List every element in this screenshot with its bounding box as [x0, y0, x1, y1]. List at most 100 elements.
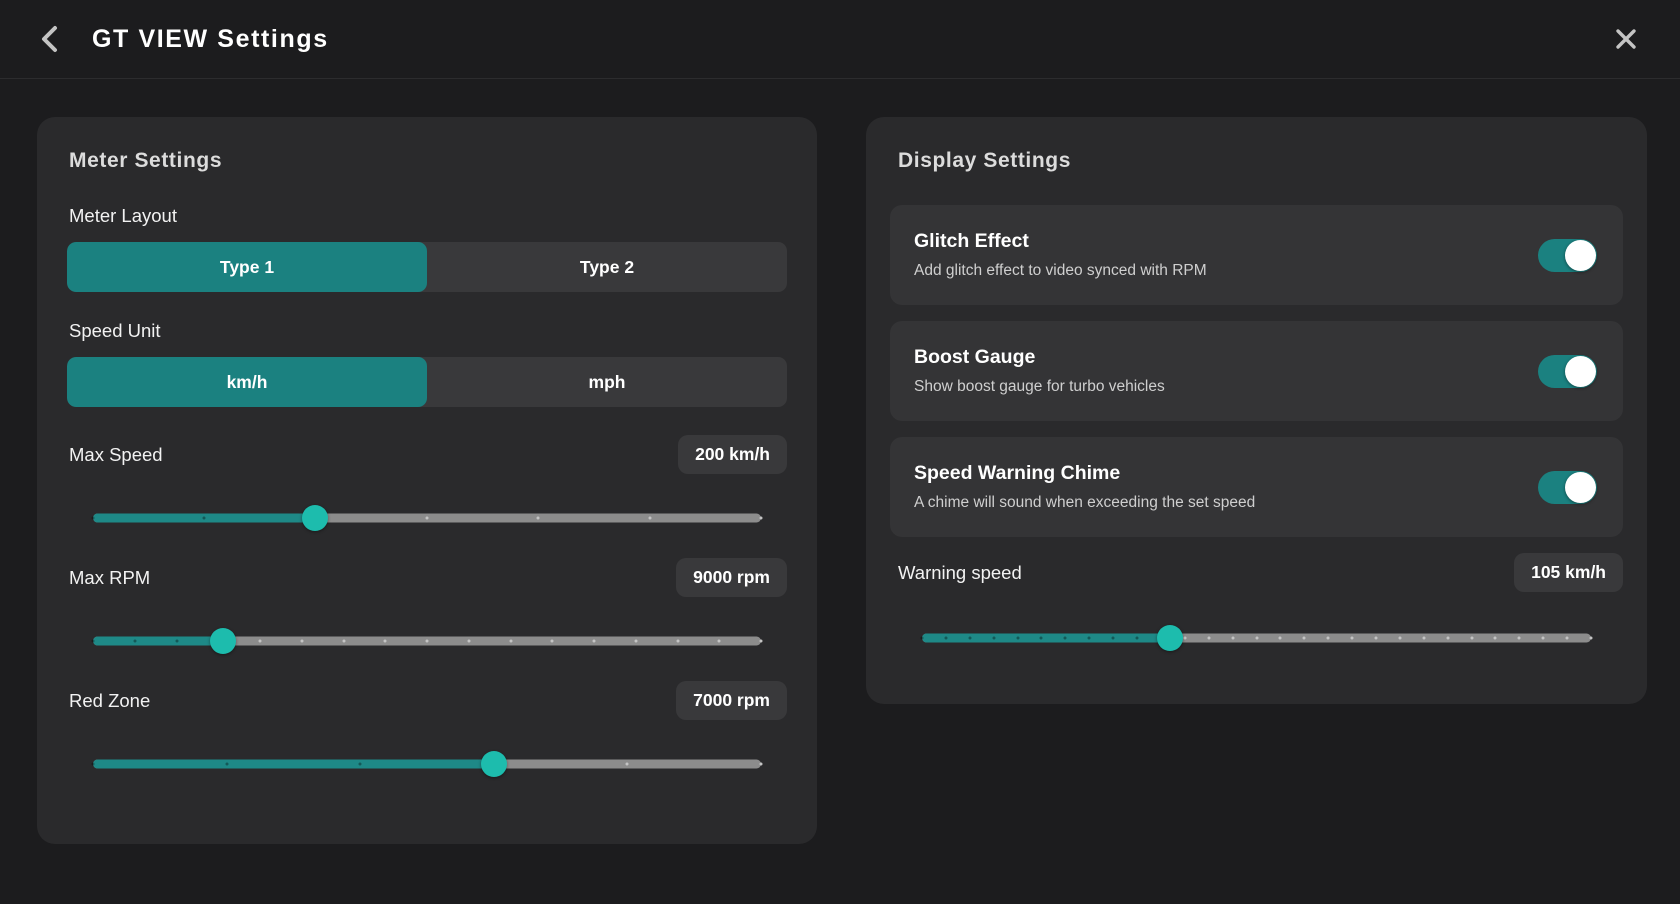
slider-thumb[interactable]: [480, 751, 507, 777]
slider-tick: [1231, 636, 1235, 640]
slider-tick: [1398, 636, 1402, 640]
slider-tick: [676, 639, 679, 643]
toggle-knob: [1565, 239, 1596, 271]
max-speed-label: Max Speed: [69, 443, 163, 465]
slider-tick: [992, 636, 996, 640]
red-zone-row: Red Zone 7000 rpm: [69, 681, 787, 720]
slider-tick: [944, 636, 948, 640]
slider-tick: [1111, 636, 1115, 640]
slider-tick: [1039, 636, 1043, 640]
speed-unit-option-kmh[interactable]: km/h: [67, 357, 427, 407]
meter-layout-option-type1[interactable]: Type 1: [67, 242, 427, 292]
slider-tick: [1350, 636, 1354, 640]
slider-tick: [225, 762, 229, 766]
slider-fill: [93, 636, 224, 646]
slider-fill: [93, 513, 316, 523]
slider-tick: [536, 516, 540, 520]
slider-tick: [91, 762, 95, 766]
slider-tick: [1493, 636, 1497, 640]
slider-tick: [1517, 636, 1521, 640]
slider-tick: [759, 516, 763, 520]
speed-warning-chime-description: A chime will sound when exceeding the se…: [914, 494, 1256, 511]
slider-tick: [1063, 636, 1067, 640]
display-settings-panel: Display Settings Glitch Effect Add glitc…: [866, 117, 1647, 704]
slider-tick: [358, 762, 362, 766]
slider-tick: [717, 639, 721, 643]
slider-thumb[interactable]: [1156, 625, 1183, 651]
speed-warning-chime-toggle[interactable]: [1538, 470, 1597, 504]
slider-tick: [1589, 636, 1593, 640]
slider-tick: [1207, 636, 1211, 640]
slider-tick: [759, 639, 763, 643]
slider-thumb[interactable]: [210, 628, 237, 654]
speed-warning-chime-title: Speed Warning Chime: [914, 462, 1121, 484]
slider-tick: [759, 762, 763, 766]
slider-tick: [968, 636, 972, 640]
speed-unit-option-mph[interactable]: mph: [427, 357, 787, 407]
slider-tick: [1446, 636, 1450, 640]
slider-tick: [1302, 636, 1306, 640]
max-rpm-label: Max RPM: [69, 566, 151, 588]
slider-tick: [509, 639, 512, 643]
slider-tick: [1016, 636, 1020, 640]
slider-tick: [634, 639, 638, 643]
max-rpm-slider[interactable]: [91, 627, 763, 655]
chevron-left-icon: [37, 24, 63, 54]
close-button[interactable]: [1606, 19, 1646, 59]
glitch-effect-title: Glitch Effect: [914, 230, 1029, 252]
red-zone-slider[interactable]: [91, 750, 763, 778]
toggle-knob: [1565, 355, 1596, 387]
max-speed-value-badge: 200 km/h: [678, 435, 787, 474]
slider-tick: [592, 639, 596, 643]
meter-settings-panel: Meter Settings Meter Layout Type 1 Type …: [37, 117, 817, 844]
slider-tick: [300, 639, 304, 643]
boost-gauge-toggle[interactable]: [1538, 354, 1597, 388]
glitch-effect-toggle[interactable]: [1538, 238, 1597, 272]
title-bar: GT VIEW Settings: [0, 0, 1680, 79]
slider-tick: [648, 516, 652, 520]
red-zone-label: Red Zone: [69, 689, 151, 711]
warning-speed-label: Warning speed: [898, 561, 1022, 583]
max-speed-row: Max Speed 200 km/h: [69, 435, 787, 474]
slider-tick: [1470, 636, 1474, 640]
boost-gauge-card: Boost Gauge Show boost gauge for turbo v…: [890, 321, 1623, 421]
speed-unit-label: Speed Unit: [69, 320, 161, 341]
boost-gauge-description: Show boost gauge for turbo vehicles: [914, 378, 1165, 395]
slider-fill: [922, 633, 1170, 643]
boost-gauge-title: Boost Gauge: [914, 346, 1036, 368]
slider-tick: [550, 639, 554, 643]
slider-tick: [1087, 636, 1091, 640]
max-speed-slider[interactable]: [91, 504, 763, 532]
meter-layout-label: Meter Layout: [69, 205, 177, 226]
meter-settings-title: Meter Settings: [69, 149, 223, 172]
slider-tick: [1565, 636, 1569, 640]
meter-layout-option-type2[interactable]: Type 2: [427, 242, 787, 292]
slider-tick: [383, 639, 387, 643]
speed-unit-segmented-control: km/h mph: [67, 357, 787, 407]
display-settings-title: Display Settings: [898, 149, 1071, 172]
meter-layout-segmented-control: Type 1 Type 2: [67, 242, 787, 292]
red-zone-value-badge: 7000 rpm: [676, 681, 787, 720]
warning-speed-slider[interactable]: [920, 624, 1593, 652]
slider-tick: [1374, 636, 1378, 640]
slider-tick: [1326, 636, 1330, 640]
slider-tick: [1183, 636, 1187, 640]
slider-tick: [467, 639, 471, 643]
slider-tick: [625, 762, 629, 766]
slider-tick: [1255, 636, 1258, 640]
slider-tick: [342, 639, 345, 643]
settings-content: Meter Settings Meter Layout Type 1 Type …: [0, 79, 1680, 844]
back-button[interactable]: [30, 19, 70, 59]
max-rpm-row: Max RPM 9000 rpm: [69, 558, 787, 597]
max-rpm-value-badge: 9000 rpm: [676, 558, 787, 597]
warning-speed-row: Warning speed 105 km/h: [898, 553, 1623, 592]
speed-warning-chime-texts: Speed Warning Chime A chime will sound w…: [906, 462, 1538, 512]
slider-fill: [93, 759, 494, 769]
toggle-knob: [1565, 471, 1596, 503]
slider-tick: [1422, 636, 1426, 640]
boost-gauge-texts: Boost Gauge Show boost gauge for turbo v…: [906, 346, 1538, 396]
slider-tick: [425, 516, 429, 520]
warning-speed-value-badge: 105 km/h: [1514, 553, 1623, 592]
slider-thumb[interactable]: [302, 505, 329, 531]
close-icon: [1614, 27, 1638, 51]
